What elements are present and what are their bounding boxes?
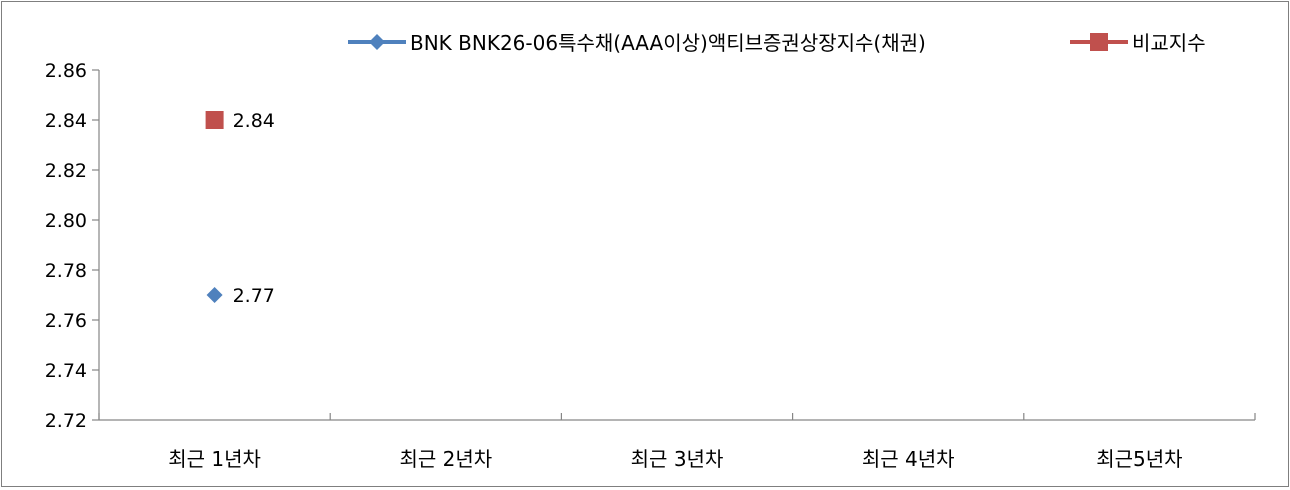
legend-marker xyxy=(369,34,385,50)
y-tick-label: 2.74 xyxy=(45,360,87,382)
legend-marker xyxy=(1090,33,1108,51)
plot-area: 2.77 2.84 xyxy=(205,110,275,307)
y-tick-label: 2.84 xyxy=(45,110,87,132)
data-point xyxy=(205,111,224,129)
x-category-label: 최근 4년차 xyxy=(862,447,955,471)
y-axis: 2.72 2.74 2.76 2.78 2.80 2.82 2.84 2.86 xyxy=(45,60,100,432)
x-category-label: 최근5년차 xyxy=(1096,447,1182,471)
data-point xyxy=(206,287,223,303)
y-tick-label: 2.78 xyxy=(45,260,87,282)
legend: BNK BNK26-06특수채(AAA이상)액티브증권상장지수(채권) 비교지수 xyxy=(348,31,1206,55)
y-tick-label: 2.82 xyxy=(45,160,87,182)
legend-label: 비교지수 xyxy=(1132,31,1206,55)
x-category-label: 최근 1년차 xyxy=(168,447,261,471)
x-axis: 최근 1년차 최근 2년차 최근 3년차 최근 4년차 최근5년차 xyxy=(98,413,1256,471)
data-label: 2.84 xyxy=(233,110,275,132)
y-tick-label: 2.72 xyxy=(45,410,87,432)
y-tick-label: 2.86 xyxy=(45,60,87,82)
series-benchmark: 2.84 xyxy=(205,110,275,132)
x-category-label: 최근 2년차 xyxy=(399,447,492,471)
legend-label: BNK BNK26-06특수채(AAA이상)액티브증권상장지수(채권) xyxy=(410,31,926,55)
series-fund: 2.77 xyxy=(206,285,275,307)
legend-entry: BNK BNK26-06특수채(AAA이상)액티브증권상장지수(채권) xyxy=(348,31,926,55)
legend-entry: 비교지수 xyxy=(1070,31,1206,55)
y-tick-label: 2.80 xyxy=(45,210,87,232)
data-label: 2.77 xyxy=(233,285,275,307)
x-category-label: 최근 3년차 xyxy=(631,447,724,471)
y-tick-label: 2.76 xyxy=(45,310,87,332)
